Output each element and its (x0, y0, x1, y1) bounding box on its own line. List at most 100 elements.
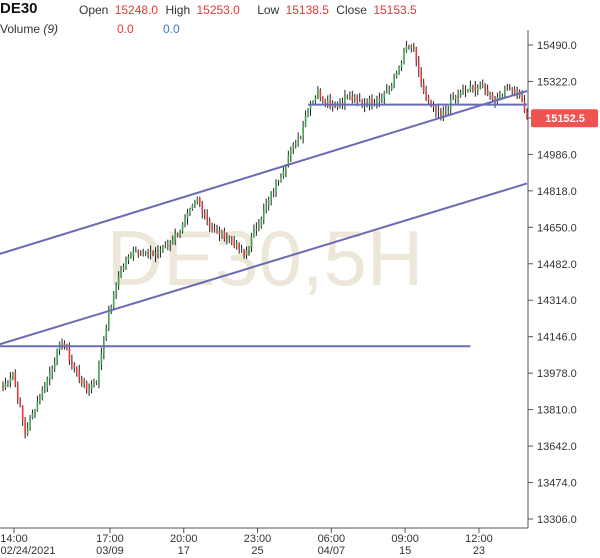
candle-body (255, 229, 258, 231)
candle-body (314, 97, 317, 102)
candle (462, 84, 464, 95)
symbol-name[interactable]: DE30 (0, 0, 38, 17)
candle-body (196, 198, 199, 202)
candle (290, 146, 292, 163)
candle-body (469, 86, 472, 91)
candle-body (508, 88, 511, 90)
candle (385, 84, 388, 94)
candle-body (194, 201, 196, 206)
candle-body (430, 101, 432, 106)
candle-body (213, 229, 216, 231)
candle (430, 99, 432, 108)
trendlines-layer[interactable] (0, 90, 528, 348)
candle-body (44, 387, 46, 390)
close-label: Close (336, 3, 367, 17)
candle (211, 222, 213, 233)
candle-body (472, 86, 474, 88)
candle (218, 226, 221, 242)
candle-body (78, 371, 81, 379)
candle-body (169, 242, 172, 245)
price-axis[interactable]: 15490.015322.015154.014986.014818.014650… (528, 40, 577, 526)
candle-body (186, 212, 189, 219)
date-tick-label: 25 (251, 545, 263, 557)
candle-body (39, 398, 41, 402)
candle-body (385, 91, 388, 93)
candle-body (408, 45, 410, 48)
candle-body (36, 401, 39, 411)
candle-body (395, 73, 398, 77)
candle-body (422, 83, 425, 93)
candle-body (381, 98, 383, 100)
candle-body (486, 89, 489, 96)
candle (400, 60, 403, 72)
candle (53, 357, 56, 372)
candle (142, 248, 145, 257)
candle (410, 44, 413, 53)
candle (383, 90, 386, 105)
candle (171, 235, 174, 245)
candle-body (238, 243, 240, 251)
candle (122, 263, 125, 272)
candle-body (245, 250, 248, 255)
candle (294, 139, 297, 149)
candle (452, 92, 454, 101)
candle-body (299, 137, 302, 139)
candle-body (73, 364, 76, 369)
candle-body (371, 98, 373, 104)
candle (19, 397, 22, 408)
candle (413, 42, 415, 52)
candle (469, 80, 472, 92)
candle (457, 89, 459, 104)
candle (208, 217, 211, 232)
candle (98, 360, 100, 389)
candle (398, 65, 400, 75)
candle (93, 378, 95, 388)
candle (226, 232, 228, 245)
candle-body (250, 236, 253, 248)
candle (341, 97, 344, 110)
candle-body (167, 244, 169, 248)
candle (508, 83, 511, 91)
candle (16, 381, 19, 405)
candle-body (199, 198, 201, 204)
candle (12, 371, 14, 381)
candle (120, 265, 122, 279)
candle (258, 219, 260, 232)
candle (196, 196, 199, 205)
candle-body (383, 92, 386, 99)
candle (9, 372, 12, 388)
price-tick-label: 13306.0 (537, 514, 577, 526)
candle (253, 224, 255, 238)
candle-body (467, 90, 469, 92)
candle (191, 203, 194, 211)
candle-body (440, 110, 442, 116)
candle (331, 100, 334, 112)
candle (132, 246, 135, 261)
candle-body (233, 241, 236, 247)
candle (223, 227, 226, 242)
candle (262, 203, 265, 225)
candle-body (191, 205, 194, 209)
candle (474, 80, 477, 97)
candle (186, 208, 189, 225)
price-tick-label: 15490.0 (537, 40, 577, 52)
candle (29, 415, 31, 431)
candle-body (442, 110, 445, 116)
candle-body (351, 96, 354, 101)
candle-body (61, 342, 63, 344)
last-price-tag: 15152.5 (531, 109, 598, 128)
candle (167, 239, 169, 251)
candle (371, 94, 373, 110)
candles-layer (2, 40, 528, 439)
candle (181, 221, 184, 234)
price-tick-label: 15322.0 (537, 76, 577, 88)
volume-indicator-label[interactable]: Volume (9) (0, 22, 58, 36)
candle (78, 364, 81, 384)
candle-body (506, 87, 509, 89)
candle (169, 240, 172, 252)
candle-body (417, 61, 420, 71)
candle-body (489, 93, 491, 96)
candle (504, 85, 506, 99)
